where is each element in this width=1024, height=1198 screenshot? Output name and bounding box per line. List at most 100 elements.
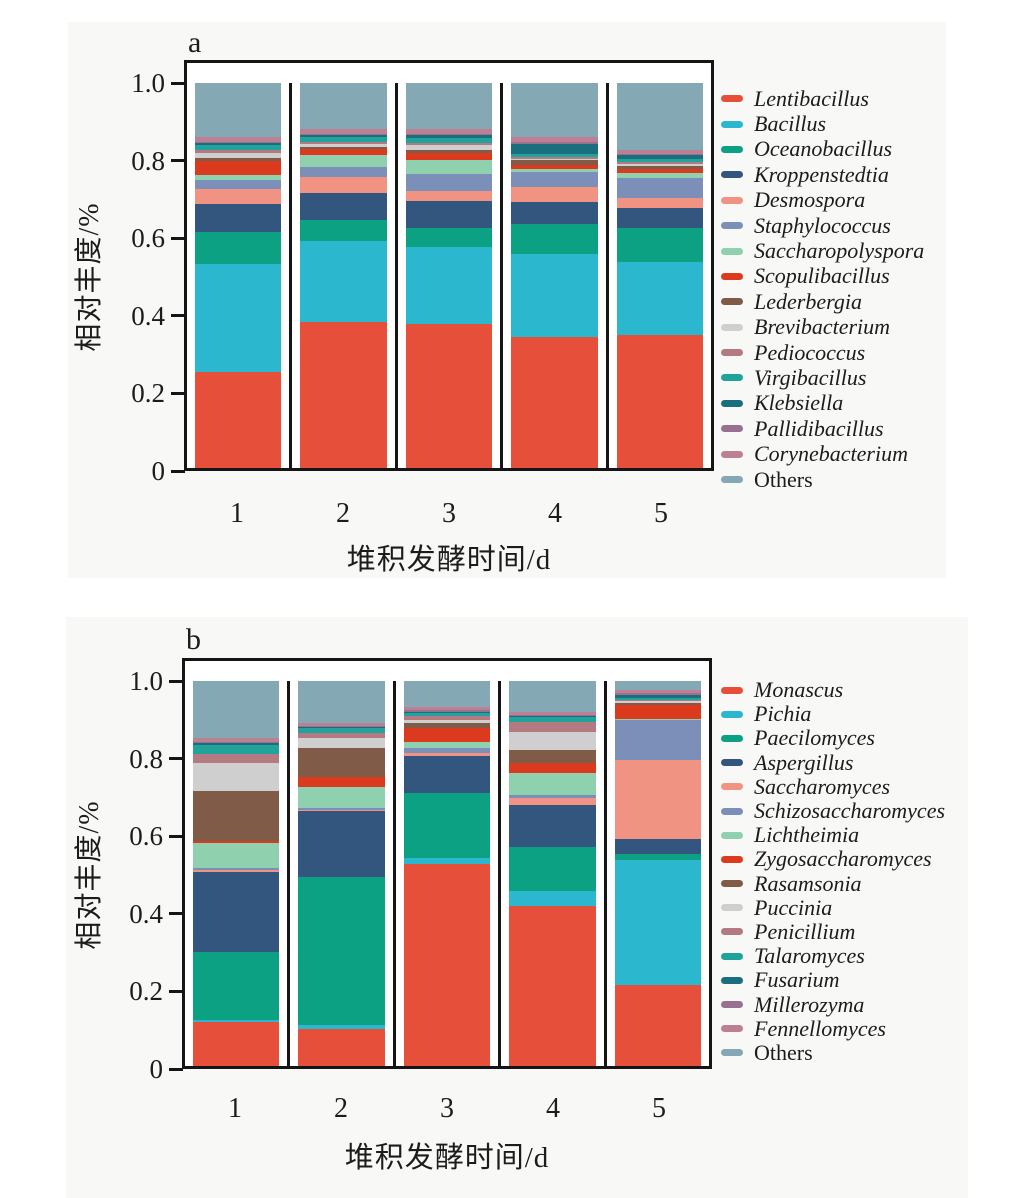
x-axis-ticks: 1 2 3 4 5 — [182, 1093, 712, 1125]
legend-label-lederbergia: Lederbergia — [754, 288, 862, 314]
segment-millerozyma — [614, 693, 702, 695]
segment-lederbergia — [511, 160, 598, 166]
stacked-bar-day-5 — [614, 681, 702, 1066]
segment-penicillium — [193, 753, 280, 763]
legend-label-millerozyma: Millerozyma — [754, 991, 865, 1017]
legend-swatch-pichia — [721, 710, 743, 718]
segment-others — [614, 681, 702, 690]
legend-item-corynebacterium: Corynebacterium — [721, 441, 924, 466]
legend: Lentibacillus Bacillus Oceanobacillus Kropp… — [721, 86, 924, 492]
y-tick-mark — [169, 1067, 183, 1071]
segment-brevibacterium — [616, 164, 704, 167]
segment-pallidibacillus — [405, 133, 493, 136]
segment-lentibacillus — [511, 337, 598, 468]
segment-lentibacillus — [405, 323, 493, 468]
segment-bacillus — [405, 246, 493, 324]
legend-swatch-puccinia — [721, 904, 743, 912]
segment-staphylococcus — [511, 171, 598, 187]
legend-item-virgibacillus: Virgibacillus — [721, 365, 924, 390]
segment-saccharomyces — [509, 798, 596, 806]
legend-label-others: Others — [754, 1039, 813, 1065]
legend-swatch-millerozyma — [721, 1001, 743, 1009]
segment-oceanobacillus — [300, 219, 387, 241]
legend-item-klebsiella: Klebsiella — [721, 391, 924, 416]
legend-swatch-lederbergia — [721, 298, 743, 306]
legend-label-staphylococcus: Staphylococcus — [754, 212, 891, 238]
segment-desmospora — [300, 177, 387, 193]
y-tick-mark — [171, 469, 185, 473]
stacked-bar-day-1 — [193, 681, 280, 1066]
segment-lederbergia — [300, 146, 387, 149]
segment-pediococcus — [195, 150, 282, 154]
y-tick-label-0: 0 — [149, 1054, 164, 1084]
segment-aspergillus — [193, 871, 280, 953]
legend-swatch-pallidibacillus — [721, 425, 743, 433]
segment-lederbergia — [195, 158, 282, 162]
segment-schizosaccharomyces — [403, 748, 491, 754]
legend-item-others: Others — [721, 467, 924, 492]
legend-swatch-oceanobacillus — [721, 145, 743, 153]
bar-cell-day-5 — [609, 83, 711, 468]
segment-lichtheimia — [614, 718, 702, 721]
segment-staphylococcus — [405, 173, 493, 192]
segment-lederbergia — [405, 150, 493, 153]
legend-item-zygosaccharomyces: Zygosaccharomyces — [721, 847, 945, 871]
segment-talaromyces — [509, 717, 596, 722]
legend-label-penicillium: Penicillium — [754, 918, 856, 944]
segment-virgibacillus — [195, 145, 282, 151]
segment-klebsiella — [511, 143, 598, 154]
segment-fusarium — [509, 715, 596, 718]
y-axis-title: 相对丰度/% — [74, 202, 105, 352]
segment-pichia — [509, 891, 596, 907]
legend-swatch-kroppenstedtia — [721, 171, 743, 179]
segment-virgibacillus — [616, 158, 704, 163]
legend-label-lentibacillus: Lentibacillus — [754, 85, 869, 111]
segment-desmospora — [405, 191, 493, 202]
legend-item-brevibacterium: Brevibacterium — [721, 315, 924, 340]
segment-virgibacillus — [405, 138, 493, 143]
legend-swatch-fennellomyces — [721, 1025, 743, 1033]
bars-row — [185, 681, 709, 1066]
legend-item-paecilomyces: Paecilomyces — [721, 726, 945, 750]
legend-item-millerozyma: Millerozyma — [721, 992, 945, 1016]
x-tick-label-1: 1 — [228, 1093, 242, 1124]
segment-saccharopolyspora — [616, 173, 704, 179]
segment-puccinia — [614, 701, 702, 704]
plot-area — [184, 60, 714, 471]
segment-fusarium — [403, 711, 491, 714]
legend-item-desmospora: Desmospora — [721, 188, 924, 213]
segment-corynebacterium — [511, 137, 598, 143]
segment-talaromyces — [614, 697, 702, 700]
segment-millerozyma — [509, 714, 596, 716]
legend-label-fusarium: Fusarium — [754, 967, 840, 993]
segment-scopulibacillus — [405, 152, 493, 161]
segment-desmospora — [616, 198, 704, 209]
segment-millerozyma — [193, 742, 280, 744]
legend-item-fusarium: Fusarium — [721, 968, 945, 992]
segment-fusarium — [614, 694, 702, 698]
stacked-bar-day-2 — [300, 83, 387, 468]
x-tick-label-1: 1 — [230, 498, 244, 529]
legend-label-virgibacillus: Virgibacillus — [754, 364, 867, 390]
segment-puccinia — [193, 762, 280, 791]
legend-swatch-desmospora — [721, 196, 743, 204]
segment-staphylococcus — [616, 178, 704, 199]
legend-swatch-brevibacterium — [721, 323, 743, 331]
x-axis-ticks: 1 2 3 4 5 — [184, 498, 714, 530]
y-tick-mark — [169, 679, 183, 683]
segment-saccharomyces — [614, 759, 702, 839]
legend-label-pediococcus: Pediococcus — [754, 339, 866, 365]
segment-zygosaccharomyces — [193, 840, 280, 843]
legend-item-saccharopolyspora: Saccharopolyspora — [721, 238, 924, 263]
legend-swatch-talaromyces — [721, 952, 743, 960]
legend-label-talaromyces: Talaromyces — [754, 943, 865, 969]
legend-label-scopulibacillus: Scopulibacillus — [754, 263, 890, 289]
stacked-bar-day-3 — [405, 83, 493, 468]
segment-monascus — [193, 1021, 280, 1066]
segment-pichia — [403, 858, 491, 864]
segment-talaromyces — [298, 728, 385, 734]
stacked-bar-day-4 — [509, 681, 596, 1066]
segment-corynebacterium — [300, 128, 387, 134]
